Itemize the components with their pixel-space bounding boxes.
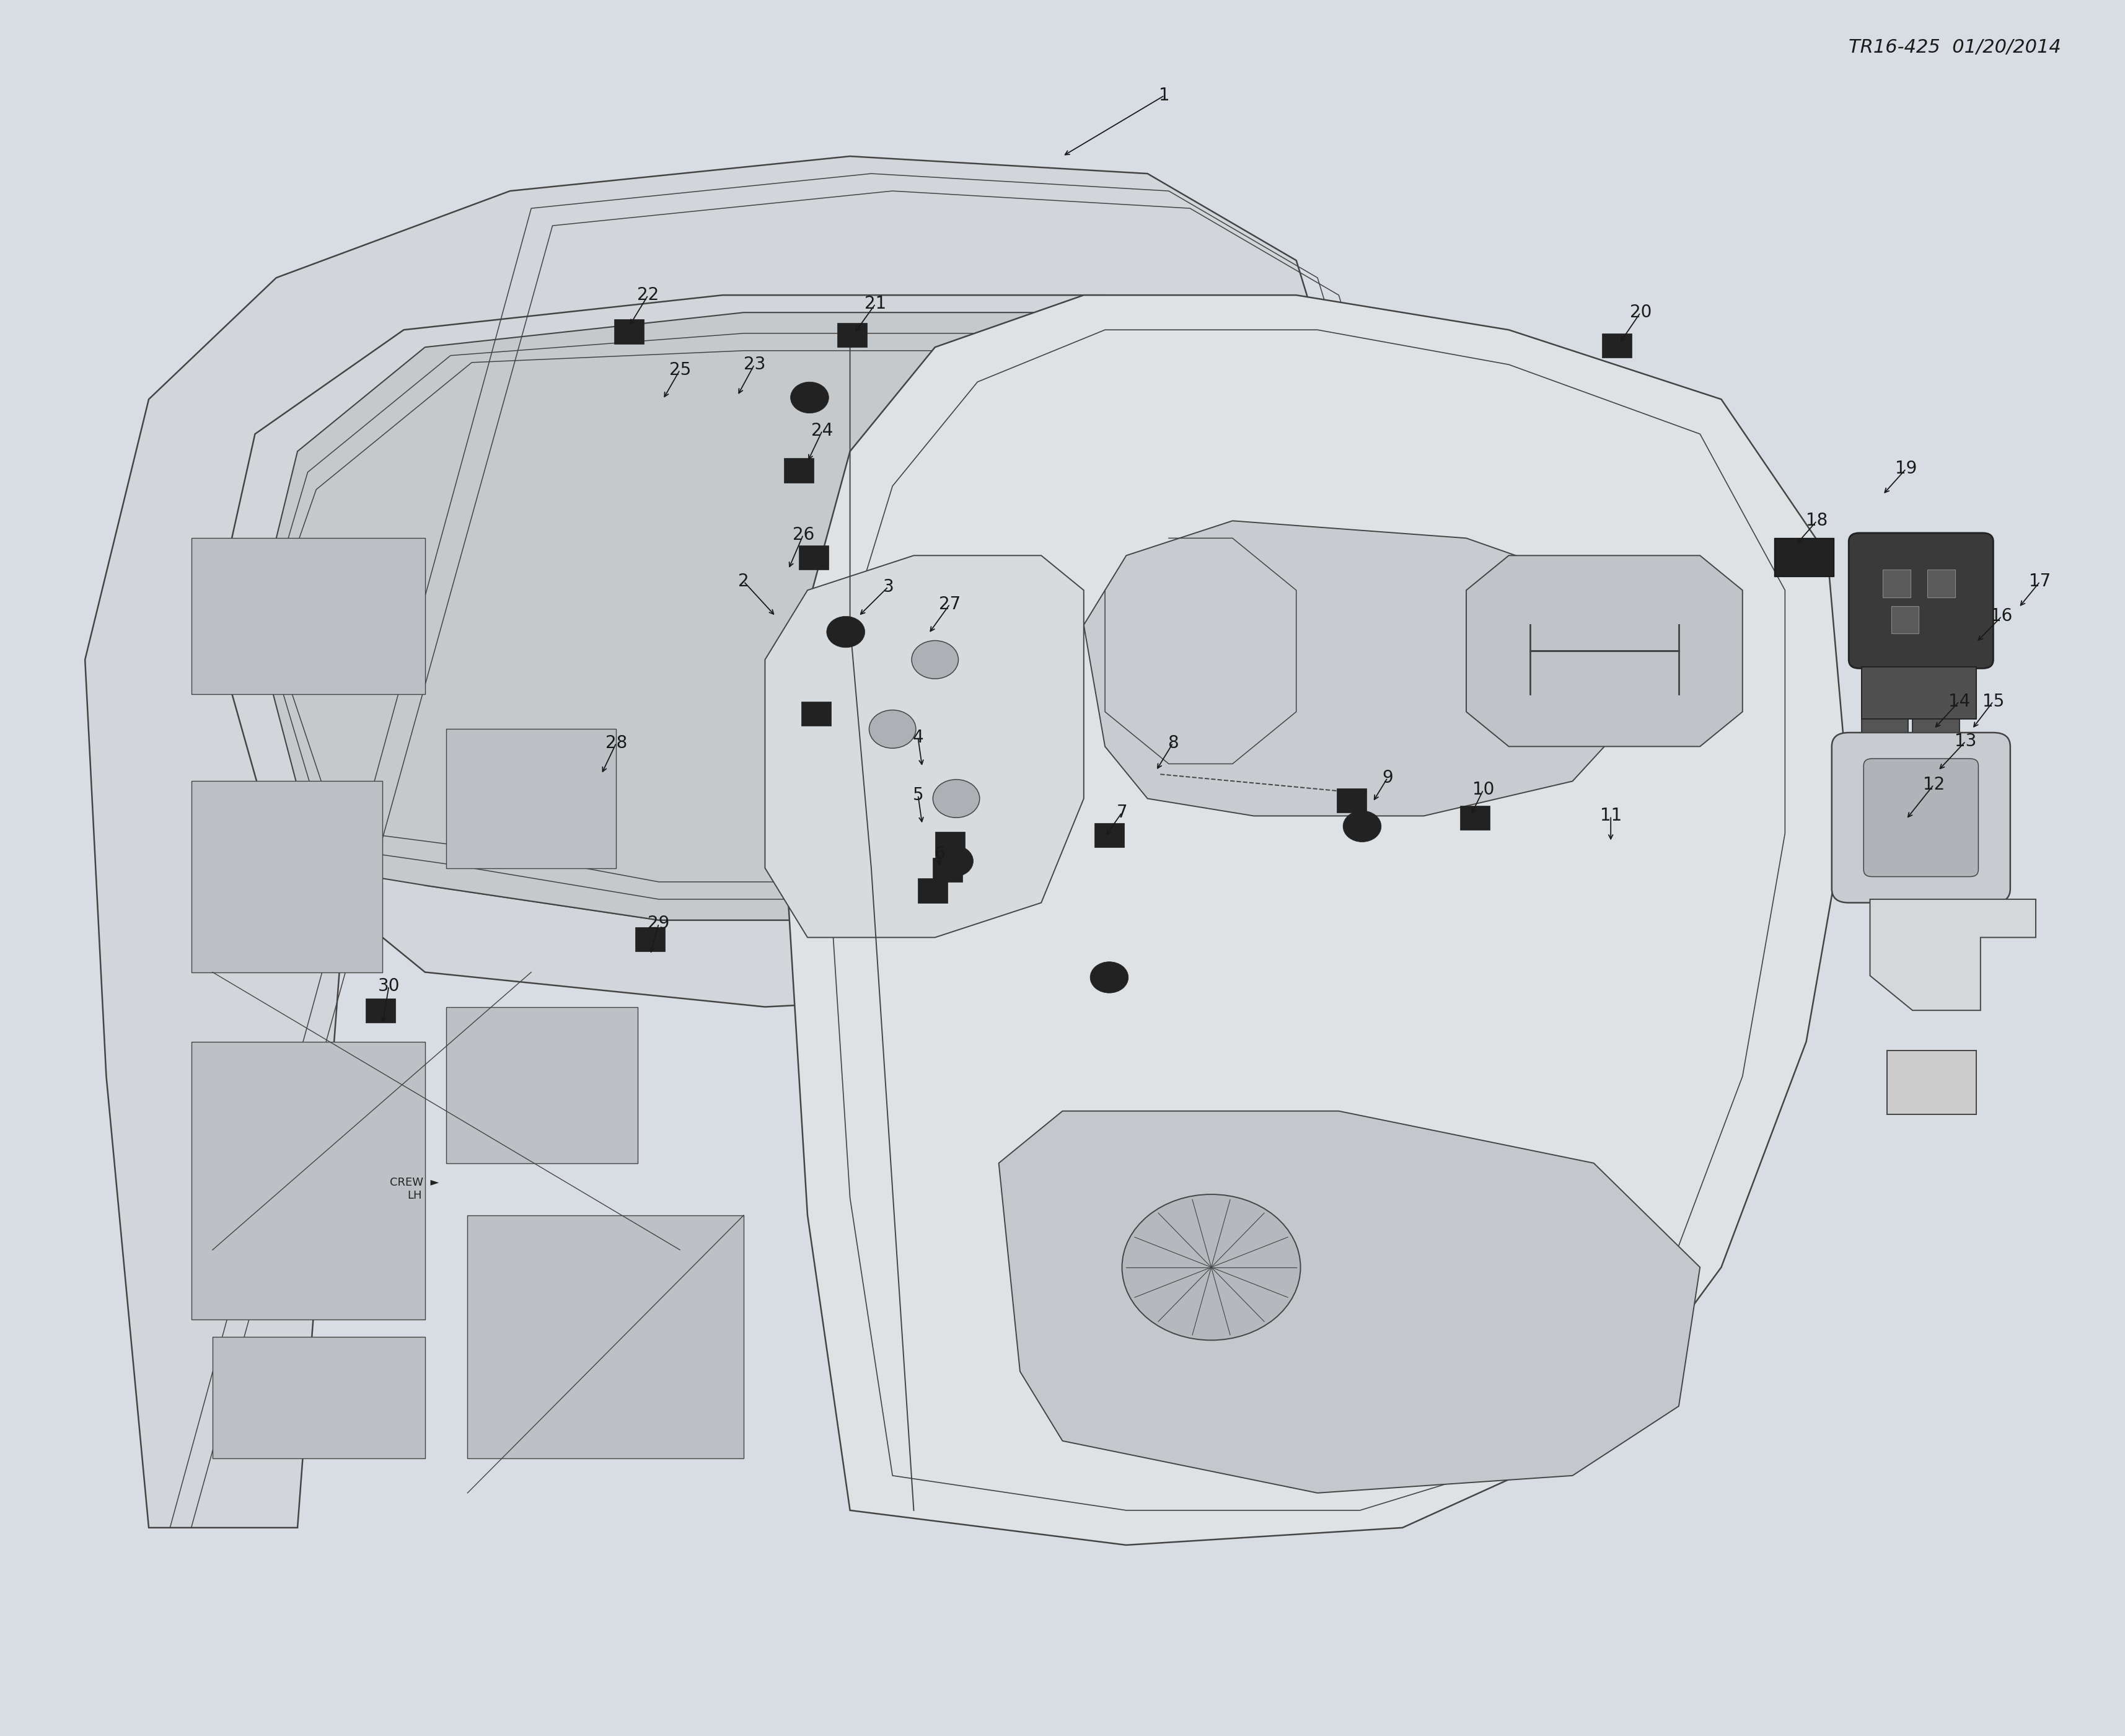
Bar [837,323,867,347]
Circle shape [1122,1194,1301,1340]
Bar [191,781,382,972]
Text: 15: 15 [1983,693,2004,710]
Text: 12: 12 [1923,776,1944,793]
Text: 8: 8 [1167,734,1179,752]
Bar [918,878,948,903]
Polygon shape [765,556,1084,937]
Bar [935,832,965,856]
Polygon shape [1084,521,1636,816]
Text: 4: 4 [912,729,924,746]
Bar [1883,569,1910,597]
Text: 19: 19 [1896,460,1917,477]
FancyBboxPatch shape [1862,667,1976,719]
Bar [1912,719,1959,750]
FancyBboxPatch shape [1864,759,1978,877]
Text: 24: 24 [812,422,833,439]
Text: 3: 3 [882,578,895,595]
Text: 23: 23 [744,356,765,373]
Text: CREW  ►
LH: CREW ► LH [389,1177,440,1201]
Bar [365,998,395,1023]
Circle shape [790,382,829,413]
Circle shape [933,779,980,818]
Bar [1862,719,1908,750]
Bar [191,538,425,694]
Bar [614,319,644,344]
Bar [933,858,963,882]
Text: 16: 16 [1991,608,2012,625]
Text: 27: 27 [939,595,960,613]
Circle shape [869,710,916,748]
FancyBboxPatch shape [1832,733,2010,903]
Bar [468,1215,744,1458]
Bar [801,701,831,726]
FancyBboxPatch shape [1849,533,1993,668]
Text: 9: 9 [1381,769,1394,786]
Circle shape [1343,811,1381,842]
Bar [191,1042,425,1319]
Circle shape [935,845,973,877]
Text: 18: 18 [1806,512,1828,529]
Text: 30: 30 [378,977,400,995]
Bar [1602,333,1632,358]
Text: 13: 13 [1955,733,1976,750]
Text: 11: 11 [1600,807,1621,825]
Text: 22: 22 [638,286,659,304]
Bar [635,927,665,951]
Polygon shape [85,156,1339,1528]
Bar [1460,806,1490,830]
Text: TR16-425  01/20/2014: TR16-425 01/20/2014 [1849,38,2061,56]
Bar [1094,823,1124,847]
Polygon shape [255,312,1318,920]
Text: 21: 21 [865,295,886,312]
Text: 2: 2 [737,573,750,590]
Circle shape [1090,962,1128,993]
Text: 1: 1 [1158,87,1171,104]
Bar [1891,606,1919,634]
Polygon shape [999,1111,1700,1493]
Bar [1774,538,1834,576]
Text: 5: 5 [912,786,924,804]
Bar [1927,569,1955,597]
Text: 17: 17 [2029,573,2051,590]
Text: 26: 26 [793,526,814,543]
Text: 6: 6 [933,845,946,863]
Text: 7: 7 [1116,804,1128,821]
Text: 25: 25 [669,361,691,378]
Polygon shape [1870,899,2036,1010]
Text: 28: 28 [606,734,627,752]
Bar [784,458,814,483]
Bar [446,1007,637,1163]
Text: 10: 10 [1473,781,1494,799]
Bar [1337,788,1366,812]
Bar [1887,1050,1976,1115]
Text: 20: 20 [1630,304,1651,321]
Bar [446,729,616,868]
Bar [799,545,829,569]
Circle shape [827,616,865,648]
Bar [213,1337,425,1458]
Polygon shape [786,295,1849,1545]
Circle shape [912,641,958,679]
Polygon shape [1466,556,1742,746]
Text: 14: 14 [1949,693,1970,710]
Text: 29: 29 [648,915,669,932]
